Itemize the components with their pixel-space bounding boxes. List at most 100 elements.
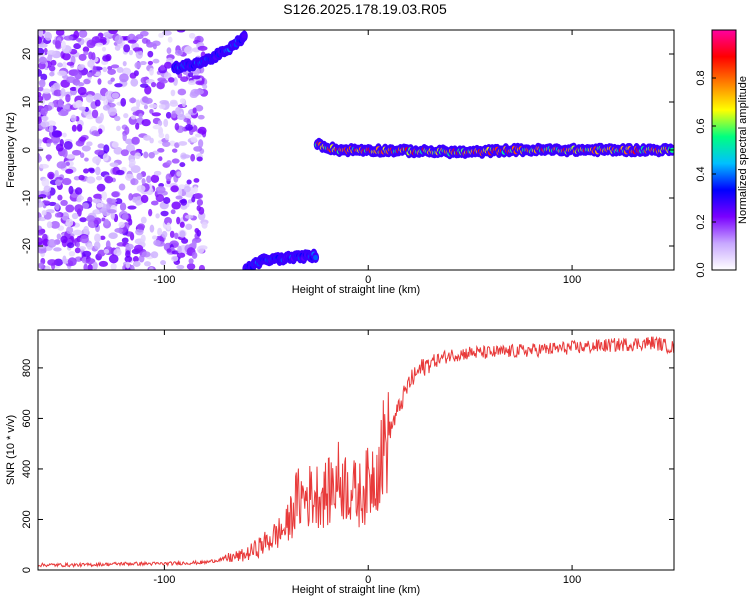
spectrogram-speckle [65, 218, 74, 227]
spectrogram-speckle [107, 209, 117, 214]
spectrogram-speckle [65, 94, 71, 103]
spectrogram-speckle [38, 86, 44, 92]
spectrogram-speckle [100, 95, 106, 101]
colorbar-ticks: 0.0 0.2 0.4 0.6 0.8 [695, 70, 716, 278]
spectrogram-speckle [97, 78, 102, 85]
spectrogram-speckle [46, 154, 51, 162]
spectrogram-speckle [114, 227, 124, 233]
spectrogram-speckle [62, 132, 67, 138]
spectrogram-speckle [38, 36, 43, 44]
spectrogram-speckle [95, 175, 103, 181]
spectrogram-speckle [136, 223, 146, 230]
spectrogram-speckle [38, 147, 44, 152]
spectrogram-speckle [184, 214, 194, 219]
spectrogram-speckle [174, 122, 180, 131]
spectrogram-speckle [166, 47, 172, 55]
spectrogram-speckle [39, 79, 46, 88]
spectrogram-speckle [128, 158, 136, 167]
y-tick-label: 200 [21, 510, 33, 528]
spectrogram-speckle [197, 126, 207, 135]
spectrogram-speckle [83, 168, 90, 174]
spectrogram-speckle [149, 108, 154, 114]
spectrogram-speckle [83, 78, 91, 85]
spectrogram-speckle [38, 216, 47, 222]
spectrogram-speckle [93, 93, 102, 102]
spectrogram-speckle [124, 255, 133, 263]
spectrogram-speckle [78, 53, 87, 61]
spectrogram-speckle [127, 205, 137, 210]
spectrogram-speckle [55, 143, 64, 152]
spectrogram-speckle [94, 241, 101, 250]
spectrogram-speckle [149, 224, 155, 233]
spectrogram-speckle [66, 76, 76, 83]
spectrogram-speckle [179, 98, 186, 104]
spectrogram-speckle [60, 40, 66, 50]
spectrogram-speckle [171, 148, 178, 153]
spectrogram-speckle [60, 87, 66, 97]
spectrogram-speckle [141, 178, 146, 185]
spectrogram-speckle [135, 200, 141, 206]
spectrogram-speckle [40, 73, 48, 81]
snr-x-label: Height of straight line (km) [292, 584, 420, 596]
spectrogram-speckle [155, 213, 160, 219]
spectrogram-speckle [92, 261, 98, 270]
spectrogram-speckle [54, 169, 59, 177]
spectrogram-speckle [196, 245, 205, 254]
spectrogram-speckle [65, 161, 71, 166]
spectrogram-speckle [111, 141, 119, 148]
spectrogram-speckle [38, 43, 48, 48]
spectrogram-speckle [43, 185, 52, 193]
spectrogram-speckle [196, 205, 201, 212]
spectrogram-speckle [86, 242, 93, 250]
spectrogram-speckle [160, 79, 168, 84]
spectrogram-speckle [169, 101, 179, 107]
spectrogram-speckle [79, 217, 87, 223]
colorbar-tick-label: 0.0 [695, 262, 707, 277]
spectrogram-speckle [160, 210, 169, 217]
spectrogram-speckle [66, 61, 75, 66]
spectrogram-speckle [66, 242, 75, 249]
spectrogram-speckle [57, 70, 67, 77]
spectrogram-speckle [85, 258, 96, 265]
spectrogram-speckle [86, 141, 93, 147]
spectrogram-speckle [95, 42, 104, 47]
spectrogram-speckle [187, 72, 194, 78]
spectrogram-speckle [147, 50, 154, 58]
spectrogram-speckle [150, 251, 159, 259]
spectrogram-speckle [44, 31, 53, 41]
spectrogram-speckle [65, 168, 74, 174]
spectrogram-speckle [177, 245, 182, 254]
colorbar-tick-label: 0.2 [695, 214, 707, 229]
spectrogram-speckle [38, 237, 43, 246]
spectrogram-speckle [150, 174, 160, 183]
spectrogram-speckle [152, 58, 160, 64]
spectrogram-speckle [82, 202, 90, 209]
spectrogram-speckle [89, 168, 95, 174]
spectrogram-speckle [170, 89, 176, 97]
spectrogram-speckle [38, 56, 47, 65]
spectrogram-speckle [75, 99, 83, 108]
spectrogram-speckle [134, 61, 142, 69]
spectrogram-speckle [138, 254, 145, 263]
x-tick-label: -100 [153, 274, 175, 286]
spectrogram-speckle [174, 49, 184, 56]
spectrogram-speckle [202, 84, 208, 90]
spectrogram-speckle [87, 263, 93, 270]
spectrogram-speckle [47, 259, 57, 266]
spectrogram-speckle [46, 221, 53, 229]
spectrogram-speckle [66, 226, 74, 235]
spectrogram-speckle [71, 124, 77, 132]
spectrogram-speckle [85, 94, 94, 103]
spectrogram-speckle [114, 115, 121, 122]
spectrogram-speckle [42, 88, 51, 94]
spectrogram-speckle [51, 130, 62, 138]
spectrogram-speckle [134, 244, 144, 252]
spectrogram-speckle [157, 148, 165, 153]
spectrogram-speckle [122, 132, 127, 142]
spectrogram-speckle [150, 81, 157, 88]
snr-y-label: SNR (10 * v/v) [5, 415, 17, 485]
y-tick-label: -20 [21, 238, 33, 254]
spectrogram-speckle [169, 230, 175, 239]
spectrogram-speckle [116, 125, 121, 132]
